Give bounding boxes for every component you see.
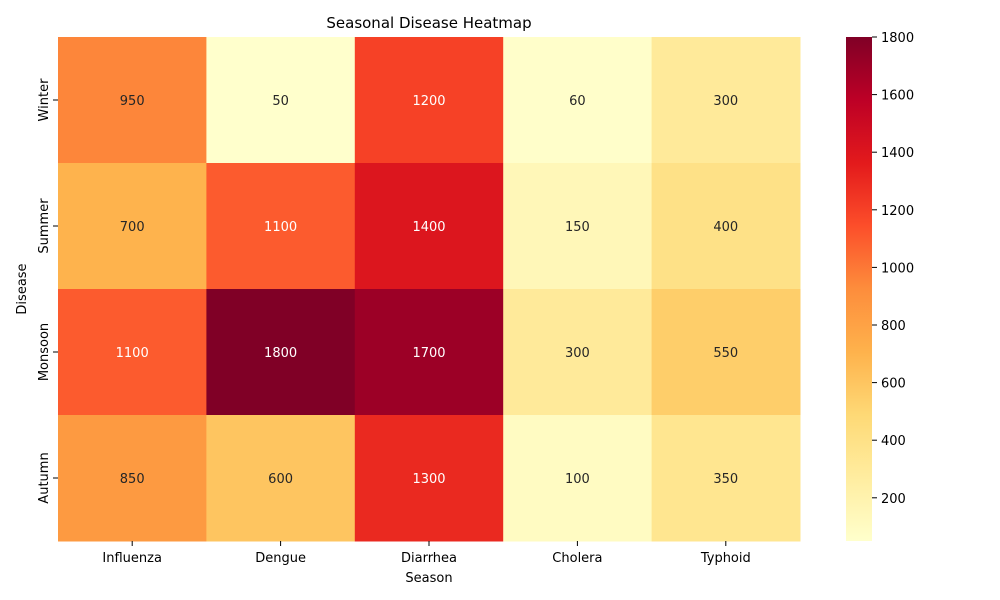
heatmap-cell	[354, 37, 504, 164]
heatmap-cell	[651, 289, 801, 416]
cell-value-label: 1100	[264, 220, 297, 235]
heatmap-cell	[58, 163, 207, 290]
colorbar	[846, 37, 872, 541]
cell-value-label: 300	[713, 94, 738, 109]
cell-value-label: 850	[120, 472, 145, 487]
cell-value-label: 100	[565, 472, 590, 487]
chart-title: Seasonal Disease Heatmap	[326, 14, 531, 32]
cell-value-label: 1300	[412, 472, 445, 487]
colorbar-tick-label: 1000	[881, 261, 914, 276]
heatmap-cell	[354, 163, 504, 290]
heatmap-cell	[206, 289, 356, 416]
heatmap-cell	[354, 289, 504, 416]
heatmap-cell	[651, 163, 801, 290]
cell-value-label: 150	[565, 220, 590, 235]
x-tick-label: Typhoid	[700, 551, 751, 566]
y-tick-label: Summer	[37, 198, 52, 254]
y-tick-label: Autumn	[37, 452, 52, 503]
cell-value-label: 700	[120, 220, 145, 235]
colorbar-tick-label: 1400	[881, 146, 914, 161]
y-tick-label: Monsoon	[37, 323, 52, 381]
heatmap-cell	[503, 37, 653, 164]
x-tick-label: Diarrhea	[401, 551, 457, 566]
cell-value-label: 400	[713, 220, 738, 235]
heatmap-cell	[206, 415, 356, 542]
cell-value-label: 1800	[264, 346, 297, 361]
heatmap-cell	[206, 37, 356, 164]
cell-labels: 950 50 1200 60 300 700 1100 1400 150 400 1100 1800 1…	[116, 94, 739, 487]
colorbar-tick-label: 200	[881, 492, 906, 507]
cell-value-label: 50	[272, 94, 289, 109]
heatmap-cell	[58, 289, 207, 416]
colorbar-tick-label: 1200	[881, 204, 914, 219]
x-axis: Influenza Dengue Diarrhea Cholera Typhoid	[102, 541, 751, 566]
cell-value-label: 550	[713, 346, 738, 361]
heatmap-cell	[503, 163, 653, 290]
heatmap-cell	[58, 37, 207, 164]
heatmap-cell	[354, 415, 504, 542]
colorbar-tick-label: 800	[881, 319, 906, 334]
cell-value-label: 600	[268, 472, 293, 487]
colorbar-tick-label: 400	[881, 434, 906, 449]
heatmap-cell	[503, 415, 653, 542]
x-tick-label: Cholera	[552, 551, 602, 566]
y-axis-label: Disease	[15, 263, 30, 314]
cell-value-label: 1400	[412, 220, 445, 235]
y-axis: Winter Summer Monsoon Autumn	[37, 78, 58, 504]
heatmap-cell	[651, 37, 801, 164]
cell-value-label: 60	[569, 94, 586, 109]
cell-value-label: 350	[713, 472, 738, 487]
cell-value-label: 1100	[116, 346, 149, 361]
heatmap-cell	[503, 289, 653, 416]
x-tick-label: Dengue	[255, 551, 306, 566]
cell-value-label: 1200	[412, 94, 445, 109]
x-tick-label: Influenza	[102, 551, 162, 566]
y-tick-label: Winter	[37, 78, 52, 122]
heatmap-cell	[206, 163, 356, 290]
cell-value-label: 300	[565, 346, 590, 361]
colorbar-tick-label: 600	[881, 377, 906, 392]
colorbar-tick-label: 1600	[881, 89, 914, 104]
cell-value-label: 950	[120, 94, 145, 109]
heatmap-cells	[58, 37, 801, 542]
x-axis-label: Season	[405, 571, 452, 586]
heatmap-cell	[58, 415, 207, 542]
colorbar-axis: 200 400 600 800 1000 1200 1400 1600 1800	[872, 31, 914, 507]
colorbar-tick-label: 1800	[881, 31, 914, 46]
heatmap-cell	[651, 415, 801, 542]
cell-value-label: 1700	[412, 346, 445, 361]
